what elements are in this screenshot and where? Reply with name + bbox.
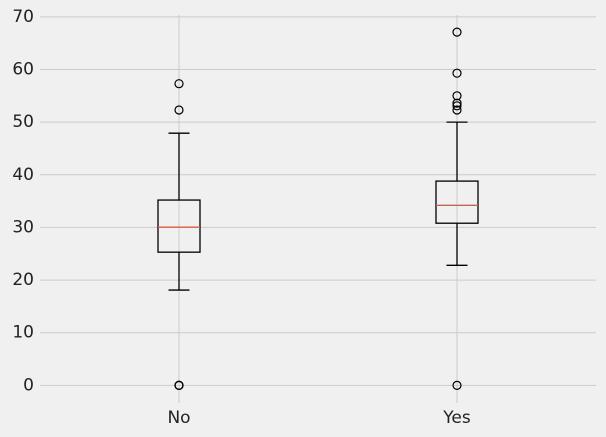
- flier: [174, 79, 184, 89]
- y-tick-label: 40: [12, 165, 34, 185]
- y-tick-label: 0: [23, 375, 34, 395]
- y-tick-label: 30: [12, 217, 34, 237]
- y-tick-label: 50: [12, 112, 34, 132]
- x-tick-label: No: [167, 408, 190, 428]
- flier: [174, 380, 184, 390]
- y-tick-label: 70: [12, 7, 34, 27]
- x-tick-label: Yes: [442, 408, 471, 428]
- flier: [452, 101, 462, 111]
- y-tick-label: 60: [12, 59, 34, 79]
- flier: [452, 68, 462, 78]
- flier: [452, 105, 462, 115]
- box: [435, 180, 479, 224]
- flier: [174, 105, 184, 115]
- flier: [452, 380, 462, 390]
- flier: [452, 98, 462, 108]
- y-tick-label: 20: [12, 270, 34, 290]
- flier: [452, 27, 462, 37]
- flier: [452, 91, 462, 101]
- box: [157, 199, 201, 253]
- y-tick-label: 10: [12, 323, 34, 343]
